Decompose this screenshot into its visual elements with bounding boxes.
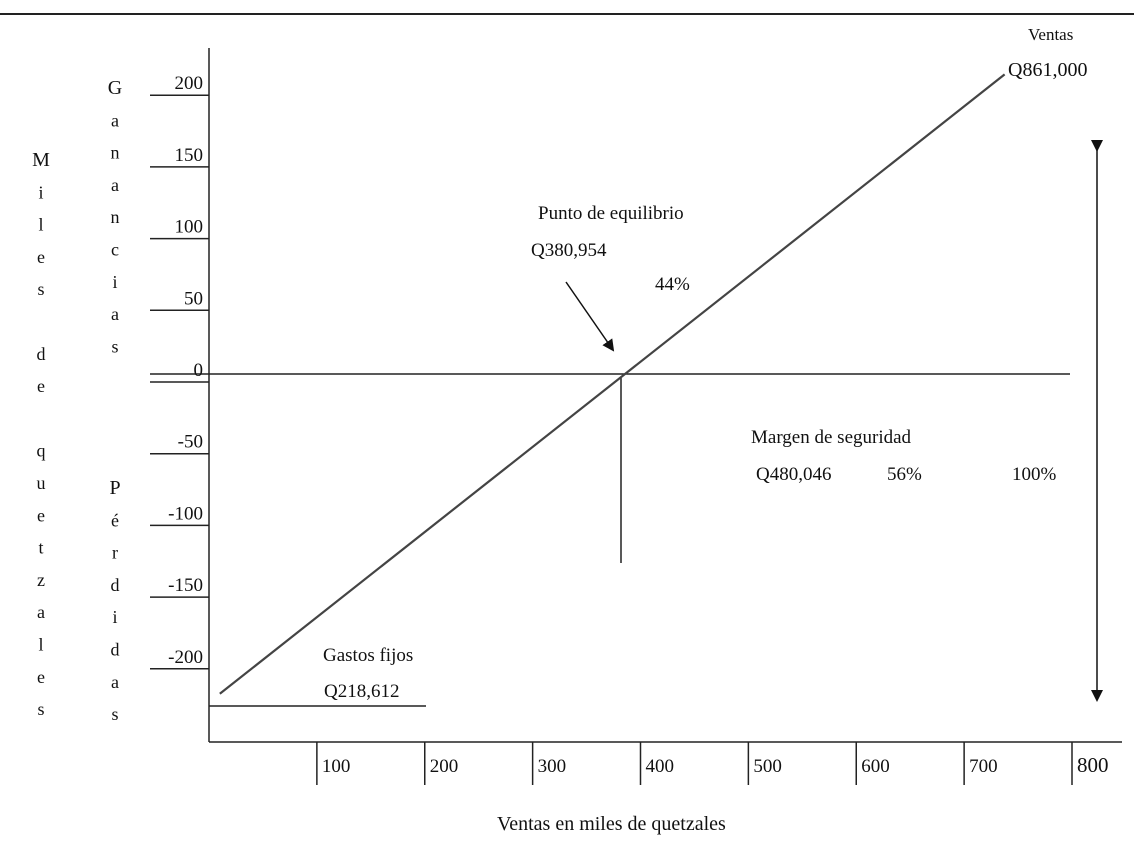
x-tick-label: 600 xyxy=(861,756,890,777)
x-tick-label: 400 xyxy=(646,756,675,777)
margen-title: Margen de seguridad xyxy=(751,427,912,448)
equilibrio-value: Q380,954 xyxy=(531,240,607,261)
margen-pct: 56% xyxy=(887,464,922,485)
y-label-lower-letter: d xyxy=(111,575,120,595)
y-label-upper-letter: a xyxy=(111,110,119,130)
equilibrio-pct: 44% xyxy=(655,274,690,295)
x-ticks: 100 200 300 400 500 600 700 800 xyxy=(316,742,1109,785)
y-label-outer-letter: i xyxy=(38,182,43,202)
y-label-outer-letter: l xyxy=(38,215,43,235)
y-tick-label: 200 xyxy=(175,73,204,94)
y-label-lower-letter: P xyxy=(109,477,120,499)
y-label-upper-letter: a xyxy=(111,304,119,324)
ventas-title: Ventas xyxy=(1028,25,1073,44)
y-tick-label: 50 xyxy=(184,288,203,309)
y-label-outer-letter: z xyxy=(37,570,45,590)
total-pct: 100% xyxy=(1012,464,1057,485)
y-label-upper-letter: n xyxy=(111,207,120,227)
breakeven-arrow xyxy=(565,281,615,352)
y-label-lower-letter: d xyxy=(111,640,120,660)
y-label-outer-letter: d xyxy=(37,344,46,364)
y-tick-label: 150 xyxy=(175,145,204,166)
ventas-value: Q861,000 xyxy=(1008,59,1087,81)
y-tick-label: 0 xyxy=(194,360,204,381)
y-label-outer-letter: e xyxy=(37,376,45,396)
y-label-lower-letter: s xyxy=(111,704,118,724)
x-axis-label: Ventas en miles de quetzales xyxy=(497,813,726,835)
y-label-outer-letter: a xyxy=(37,602,45,622)
y-label-upper-letter: n xyxy=(111,143,120,163)
y-label-outer-letter: q xyxy=(37,441,46,461)
y-tick-label: -50 xyxy=(178,432,203,453)
y-tick-label: 100 xyxy=(175,217,204,238)
y-label-outer-letter: M xyxy=(32,149,50,171)
y-label-upper-letter: i xyxy=(112,272,117,292)
x-tick-label: 700 xyxy=(969,756,998,777)
gastos-title: Gastos fijos xyxy=(323,645,413,666)
y-label-outer-letter: s xyxy=(37,279,44,299)
y-label-outer-letter: s xyxy=(37,699,44,719)
y-tick-label: -150 xyxy=(168,575,203,596)
y-label-upper-letter: c xyxy=(111,240,119,260)
x-tick-label: 100 xyxy=(322,756,351,777)
y-label-outer-letter: l xyxy=(38,635,43,655)
y-label-lower-letter: é xyxy=(111,510,119,530)
margen-value: Q480,046 xyxy=(756,464,831,485)
y-label-outer-letter: t xyxy=(38,538,43,558)
y-label-outer-letter: e xyxy=(37,667,45,687)
x-tick-label: 800 xyxy=(1077,753,1109,777)
y-label-lower-letter: a xyxy=(111,672,119,692)
y-label-outer-letter: u xyxy=(37,473,46,493)
sales-line xyxy=(219,73,1006,695)
x-tick-label: 500 xyxy=(753,756,782,777)
gastos-value: Q218,612 xyxy=(324,681,399,702)
x-tick-label: 200 xyxy=(430,756,459,777)
y-label-lower-letter: i xyxy=(112,607,117,627)
y-label-lower-letter: r xyxy=(112,543,118,563)
x-tick-label: 300 xyxy=(538,756,567,777)
y-label-outer-letter: e xyxy=(37,505,45,525)
y-tick-label: -100 xyxy=(168,503,203,524)
y-label-upper-letter: s xyxy=(111,336,118,356)
y-tick-label: -200 xyxy=(168,647,203,668)
y-ticks: 200 150 100 50 0 -50 -100 -150 -200 xyxy=(150,73,209,670)
y-label-upper-letter: a xyxy=(111,175,119,195)
y-label-upper-letter: G xyxy=(108,77,122,99)
y-label-outer-letter: e xyxy=(37,247,45,267)
equilibrio-title: Punto de equilibrio xyxy=(538,203,684,224)
